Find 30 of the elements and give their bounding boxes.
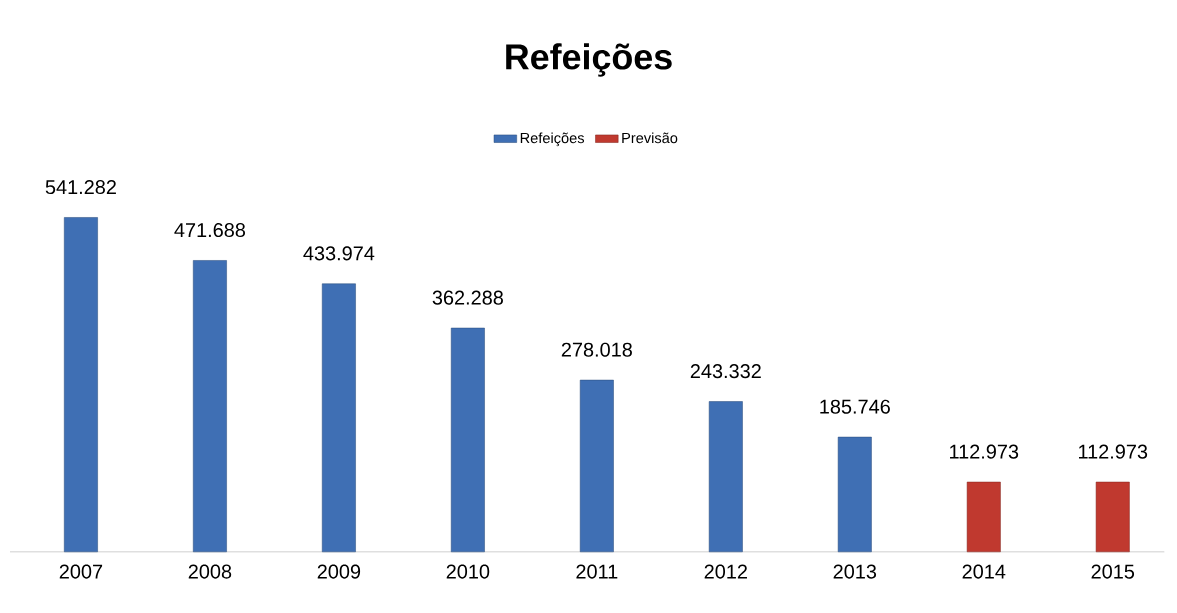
x-tick-label: 2011 [576, 564, 618, 579]
data-label: 185.746 [820, 399, 890, 414]
x-tick-label: 2007 [59, 564, 103, 579]
data-label: 243.332 [690, 363, 761, 379]
bar [450, 327, 485, 553]
data-label: 471.688 [174, 222, 246, 238]
legend-label: Previsão [622, 132, 678, 144]
x-tick-label: 2015 [1091, 564, 1135, 579]
bar [321, 283, 356, 553]
x-tick-label: 2008 [188, 564, 232, 579]
bar [837, 436, 872, 553]
bar [966, 481, 1001, 553]
data-label: 112.973 [950, 444, 1019, 459]
chart-title: Refeições [506, 43, 672, 77]
bar [1095, 481, 1130, 553]
x-tick-label: 2012 [704, 564, 747, 579]
bar [708, 401, 743, 553]
data-label: 433.974 [303, 246, 375, 261]
bar [579, 379, 614, 553]
data-label: 362.288 [432, 290, 503, 305]
x-tick-label: 2013 [833, 564, 877, 579]
bar [192, 260, 227, 553]
data-label: 278.018 [561, 342, 632, 357]
bar [64, 217, 98, 553]
x-tick-label: 2009 [317, 564, 361, 579]
data-label: 112.973 [1079, 444, 1148, 459]
x-tick-label: 2014 [962, 564, 1006, 579]
data-label: 541.282 [45, 179, 116, 195]
x-tick-label: 2010 [446, 564, 490, 579]
legend-label: Refeições [520, 132, 585, 147]
